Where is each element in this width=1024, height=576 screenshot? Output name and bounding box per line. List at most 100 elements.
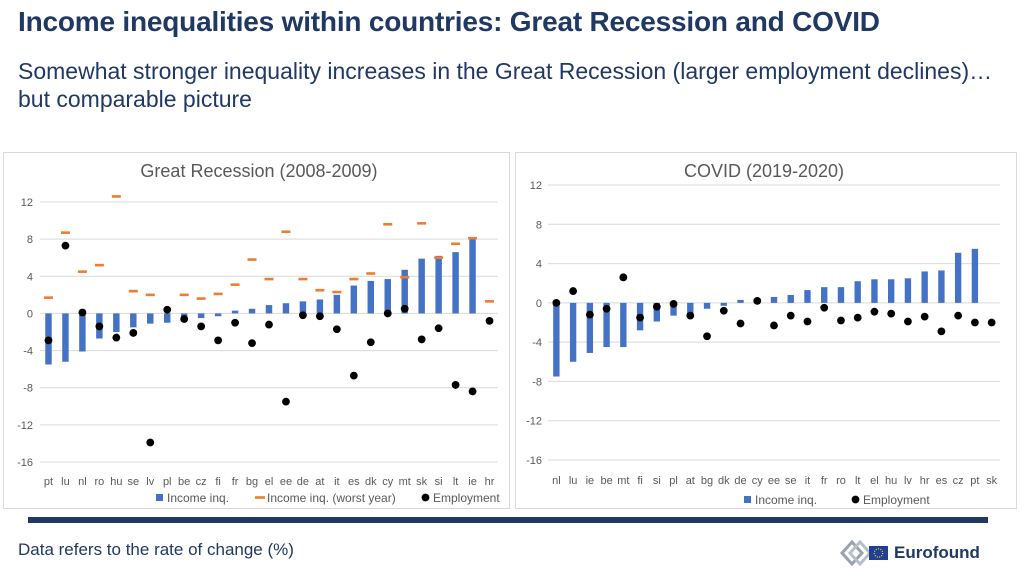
- covid-chart-svg: COVID (2019-2020) -16 -12 -8 -4 0 4 8 12 nl lu ie be…: [526, 161, 1000, 507]
- bar-income-inq: [720, 302, 727, 306]
- bar-income-inq: [569, 302, 577, 362]
- bar-income-inq: [452, 252, 459, 314]
- point-employment: [451, 381, 460, 389]
- point-employment: [970, 318, 979, 327]
- y-tick-label: -12: [17, 420, 33, 432]
- bar-income-inq: [333, 294, 341, 314]
- x-tick-label: fi: [215, 476, 221, 488]
- x-tick-label: es: [348, 476, 360, 488]
- legend-swatch-employment: [421, 493, 430, 502]
- y-tick-label: 0: [27, 308, 33, 320]
- point-employment: [920, 312, 929, 321]
- x-tick-label: si: [653, 475, 661, 487]
- bar-income-inq: [401, 269, 408, 314]
- bar-income-inq: [821, 287, 828, 303]
- great-recession-chart-svg: Great Recession (2008-2009) -16 -12 -8 -4 0 4 8…: [17, 161, 500, 505]
- bar-income-inq: [837, 287, 845, 303]
- bar-income-inq: [921, 271, 928, 303]
- point-employment: [299, 311, 307, 320]
- point-employment: [349, 371, 358, 380]
- x-tick-label: hr: [485, 476, 495, 488]
- x-tick-label: bg: [701, 475, 713, 487]
- point-employment: [753, 296, 762, 305]
- bar-income-inq: [770, 296, 778, 303]
- bar-income-inq: [954, 252, 962, 303]
- y-tick-label: 8: [536, 219, 542, 231]
- legend-label: Income inq. (worst year): [267, 491, 396, 505]
- y-tick-label: 8: [27, 234, 33, 246]
- point-employment: [703, 332, 711, 341]
- eurofound-emblem-icon: [839, 539, 888, 567]
- bar-income-inq: [971, 248, 979, 303]
- point-employment: [95, 322, 104, 331]
- x-tick-label: pt: [970, 475, 979, 487]
- bar-income-inq: [248, 308, 256, 314]
- x-tick-label: sk: [416, 476, 428, 488]
- x-tick-label: ro: [836, 475, 846, 487]
- point-employment: [197, 322, 206, 331]
- x-tick-label: el: [870, 475, 879, 487]
- x-tick-label: si: [435, 476, 443, 488]
- great-recession-chart: Great Recession (2008-2009) -16 -12 -8 -4 0 4 8…: [3, 152, 510, 509]
- y-tick-label: 4: [536, 259, 542, 271]
- point-employment: [803, 317, 812, 326]
- bar-income-inq: [703, 302, 711, 309]
- chart-title: COVID (2019-2020): [684, 161, 844, 181]
- point-employment: [636, 313, 644, 322]
- y-tick-label: 12: [21, 197, 33, 209]
- legend: Income inq. Income inq. (worst year) Emplo…: [156, 491, 500, 505]
- x-tick-label: el: [265, 476, 274, 488]
- bar-income-inq: [384, 279, 391, 314]
- x-tick-label: it: [334, 476, 340, 488]
- x-tick-label: lt: [855, 475, 861, 487]
- x-tick-label: be: [178, 476, 190, 488]
- point-employment: [231, 318, 239, 327]
- point-employment: [954, 311, 963, 320]
- bar-income-inq: [553, 302, 560, 377]
- chart-title: Great Recession (2008-2009): [140, 161, 377, 181]
- point-employment: [719, 306, 728, 315]
- x-tick-label: fr: [821, 475, 828, 487]
- point-employment: [315, 312, 324, 321]
- legend-label: Employment: [863, 493, 930, 507]
- bar-income-inq: [904, 278, 912, 303]
- x-tick-label: nl: [552, 475, 561, 487]
- point-employment: [112, 333, 121, 342]
- x-tick-label: at: [686, 475, 695, 487]
- y-tick-label: -4: [23, 346, 33, 358]
- point-employment: [904, 317, 912, 326]
- x-tick-label: mt: [399, 476, 411, 488]
- brand-name: Eurofound: [894, 543, 980, 562]
- x-tick-label: hu: [110, 476, 122, 488]
- x-tick-label: cy: [752, 475, 764, 487]
- y-tick-label: -16: [17, 457, 33, 469]
- point-employment: [619, 273, 628, 282]
- bar-income-inq: [670, 302, 677, 316]
- page-subtitle: Somewhat stronger inequality increases i…: [18, 58, 993, 112]
- y-tick-label: -8: [532, 376, 542, 388]
- point-employment: [686, 311, 695, 320]
- point-employment: [569, 287, 578, 295]
- point-employment: [485, 316, 494, 325]
- point-employment: [265, 320, 273, 329]
- x-tick-label: hr: [920, 475, 930, 487]
- x-tick-label: lu: [569, 475, 578, 487]
- x-tick-label: de: [734, 475, 746, 487]
- bar-income-inq: [299, 301, 307, 314]
- point-employment: [248, 339, 256, 348]
- x-tick-label: lu: [61, 476, 70, 488]
- bar-income-inq: [938, 270, 945, 303]
- bar-income-inq: [197, 313, 205, 319]
- bar-income-inq: [367, 280, 375, 314]
- point-employment: [870, 307, 879, 316]
- bar-income-inq: [163, 313, 171, 323]
- bar-income-inq: [888, 279, 895, 303]
- bar-income-inq: [130, 313, 137, 328]
- eurofound-logo: Eurofound: [838, 536, 1018, 570]
- x-tick-label: cy: [382, 476, 394, 488]
- bar-income-inq: [854, 281, 861, 303]
- bar-income-inq: [350, 285, 358, 314]
- x-tick-label: de: [297, 476, 309, 488]
- point-employment: [837, 316, 845, 325]
- legend-label: Employment: [433, 491, 500, 505]
